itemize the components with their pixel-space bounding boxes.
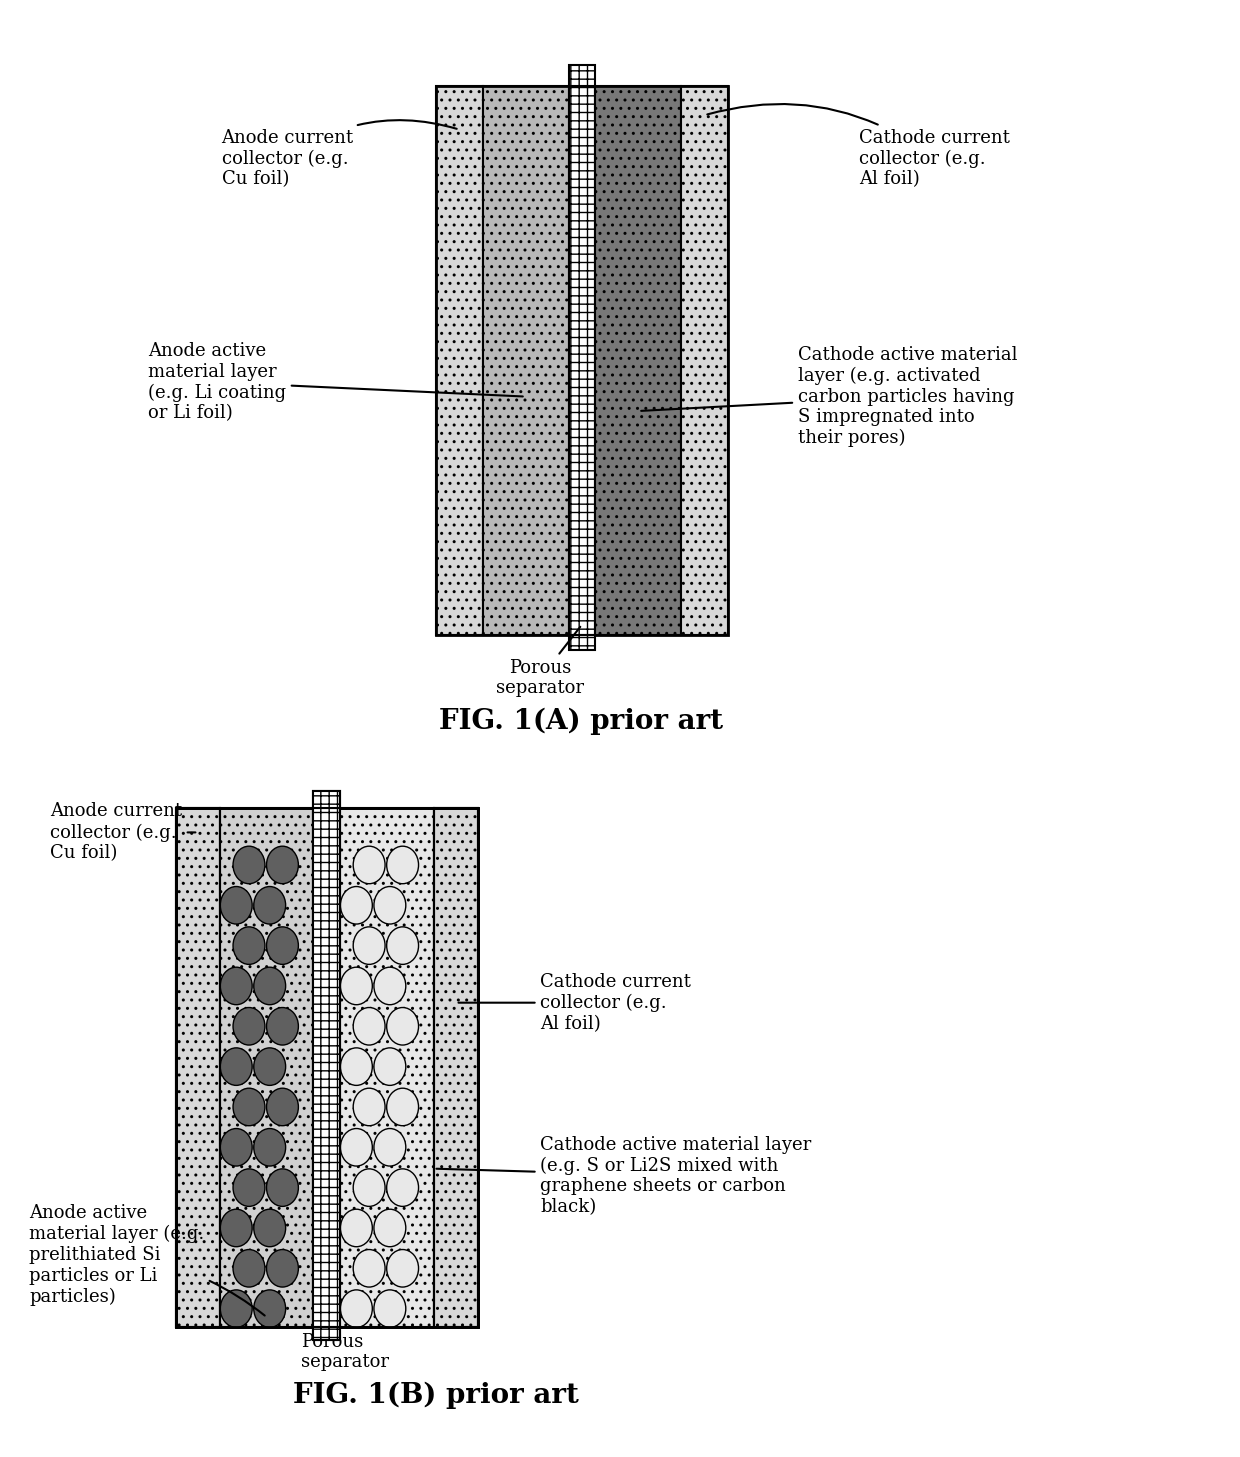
Circle shape — [233, 1008, 265, 1045]
Circle shape — [341, 1209, 372, 1247]
Circle shape — [353, 1088, 386, 1126]
Circle shape — [233, 847, 265, 884]
Circle shape — [387, 1088, 419, 1126]
Circle shape — [341, 967, 372, 1005]
Circle shape — [221, 1129, 252, 1166]
Bar — [176, 807, 221, 1327]
Circle shape — [341, 886, 372, 924]
Circle shape — [353, 1008, 386, 1045]
Text: Porous
separator: Porous separator — [496, 627, 584, 698]
Circle shape — [233, 1250, 265, 1287]
Circle shape — [387, 927, 419, 965]
Bar — [176, 807, 477, 1327]
Circle shape — [353, 1169, 386, 1206]
Circle shape — [353, 1250, 386, 1287]
Text: Anode current
collector (e.g.
Cu foil): Anode current collector (e.g. Cu foil) — [50, 803, 196, 863]
Circle shape — [267, 927, 299, 965]
Circle shape — [221, 1048, 252, 1085]
Circle shape — [221, 1209, 252, 1247]
Bar — [314, 1327, 341, 1339]
Circle shape — [374, 1209, 405, 1247]
Bar — [314, 807, 341, 1327]
Text: Cathode current
collector (e.g.
Al foil): Cathode current collector (e.g. Al foil) — [707, 103, 1009, 188]
Circle shape — [374, 886, 405, 924]
Text: Cathode active material
layer (e.g. activated
carbon particles having
S impregna: Cathode active material layer (e.g. acti… — [641, 345, 1017, 447]
Text: FIG. 1(B) prior art: FIG. 1(B) prior art — [293, 1381, 579, 1409]
Bar — [436, 86, 728, 635]
Circle shape — [387, 1008, 419, 1045]
Circle shape — [267, 847, 299, 884]
Circle shape — [353, 927, 386, 965]
Text: Anode active
material layer (e.g.
prelithiated Si
particles or Li
particles): Anode active material layer (e.g. prelit… — [29, 1205, 264, 1316]
Circle shape — [374, 967, 405, 1005]
Circle shape — [233, 927, 265, 965]
Circle shape — [353, 847, 386, 884]
Circle shape — [341, 1129, 372, 1166]
Text: Anode active
material layer
(e.g. Li coating
or Li foil): Anode active material layer (e.g. Li coa… — [148, 342, 523, 423]
Bar — [681, 86, 728, 635]
Circle shape — [221, 1289, 252, 1327]
Circle shape — [341, 1289, 372, 1327]
Bar — [314, 1327, 341, 1339]
Bar — [221, 807, 314, 1327]
Circle shape — [267, 1250, 299, 1287]
Text: Cathode current
collector (e.g.
Al foil): Cathode current collector (e.g. Al foil) — [459, 973, 691, 1033]
Circle shape — [221, 967, 252, 1005]
Circle shape — [374, 1048, 405, 1085]
Circle shape — [374, 1129, 405, 1166]
Bar — [568, 635, 595, 650]
Circle shape — [254, 967, 285, 1005]
Circle shape — [254, 1289, 285, 1327]
Circle shape — [387, 847, 419, 884]
Circle shape — [387, 1250, 419, 1287]
Circle shape — [387, 1169, 419, 1206]
Circle shape — [233, 1088, 265, 1126]
Bar — [436, 86, 482, 635]
Circle shape — [341, 1048, 372, 1085]
Circle shape — [374, 1289, 405, 1327]
Bar — [314, 791, 341, 807]
Circle shape — [254, 1129, 285, 1166]
Text: Cathode active material layer
(e.g. S or Li2S mixed with
graphene sheets or carb: Cathode active material layer (e.g. S or… — [436, 1135, 811, 1217]
Bar — [482, 86, 568, 635]
Circle shape — [221, 886, 252, 924]
Circle shape — [267, 1008, 299, 1045]
Circle shape — [254, 886, 285, 924]
Circle shape — [254, 1209, 285, 1247]
Bar — [434, 807, 477, 1327]
Bar — [595, 86, 681, 635]
Text: Anode current
collector (e.g.
Cu foil): Anode current collector (e.g. Cu foil) — [222, 119, 456, 188]
Text: Porous
separator: Porous separator — [301, 1323, 389, 1371]
Bar — [568, 64, 595, 86]
Circle shape — [267, 1169, 299, 1206]
Bar — [314, 791, 341, 807]
Bar — [341, 807, 434, 1327]
Bar — [434, 807, 477, 1327]
Bar — [314, 807, 341, 1327]
Bar — [176, 807, 477, 1327]
Circle shape — [254, 1048, 285, 1085]
Text: FIG. 1(A) prior art: FIG. 1(A) prior art — [439, 708, 723, 734]
Circle shape — [267, 1088, 299, 1126]
Circle shape — [233, 1169, 265, 1206]
Bar — [568, 86, 595, 635]
Bar — [176, 807, 221, 1327]
